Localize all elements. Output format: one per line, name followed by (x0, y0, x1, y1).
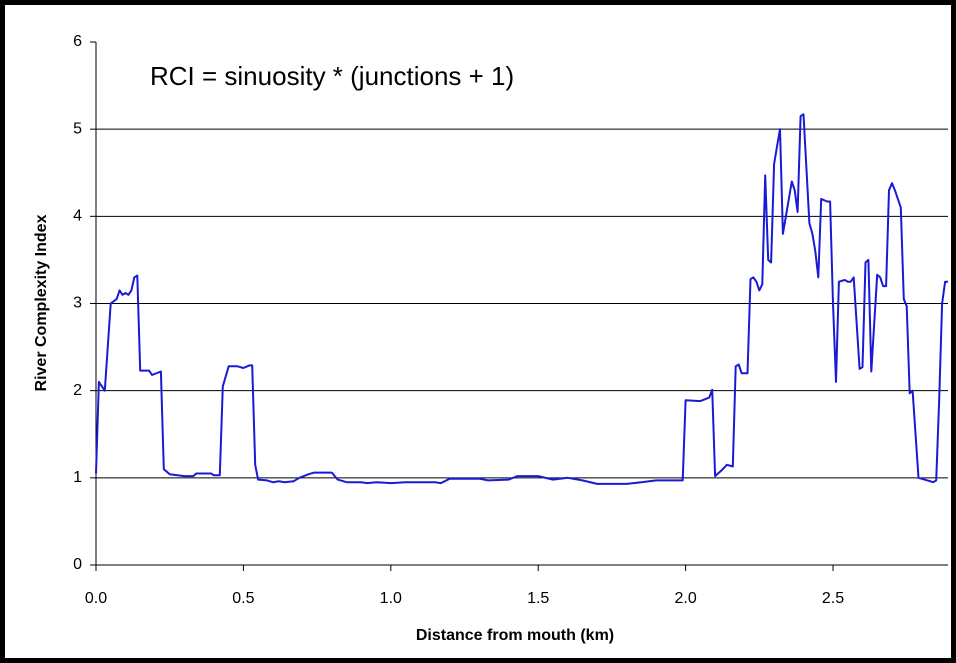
x-axis-label: Distance from mouth (km) (416, 627, 614, 644)
x-tick-label: 1.0 (380, 590, 402, 607)
data-line (95, 113, 948, 485)
x-tick-label: 2.0 (674, 590, 696, 607)
y-tick-label: 3 (73, 295, 82, 312)
y-tick-label: 2 (73, 382, 82, 399)
y-tick-label: 6 (73, 33, 82, 50)
y-tick-label: 4 (73, 208, 82, 225)
x-tick-label: 0.0 (85, 590, 107, 607)
y-tick-label: 5 (73, 120, 82, 137)
x-tick-label: 2.5 (822, 590, 844, 607)
y-axis-label: River Complexity Index (33, 214, 50, 391)
y-tick-label: 0 (73, 556, 82, 573)
y-tick-label: 1 (73, 469, 82, 486)
x-tick-label: 0.5 (232, 590, 254, 607)
x-tick-label: 1.5 (527, 590, 549, 607)
annotation: RCI = sinuosity * (junctions + 1) (150, 61, 514, 91)
